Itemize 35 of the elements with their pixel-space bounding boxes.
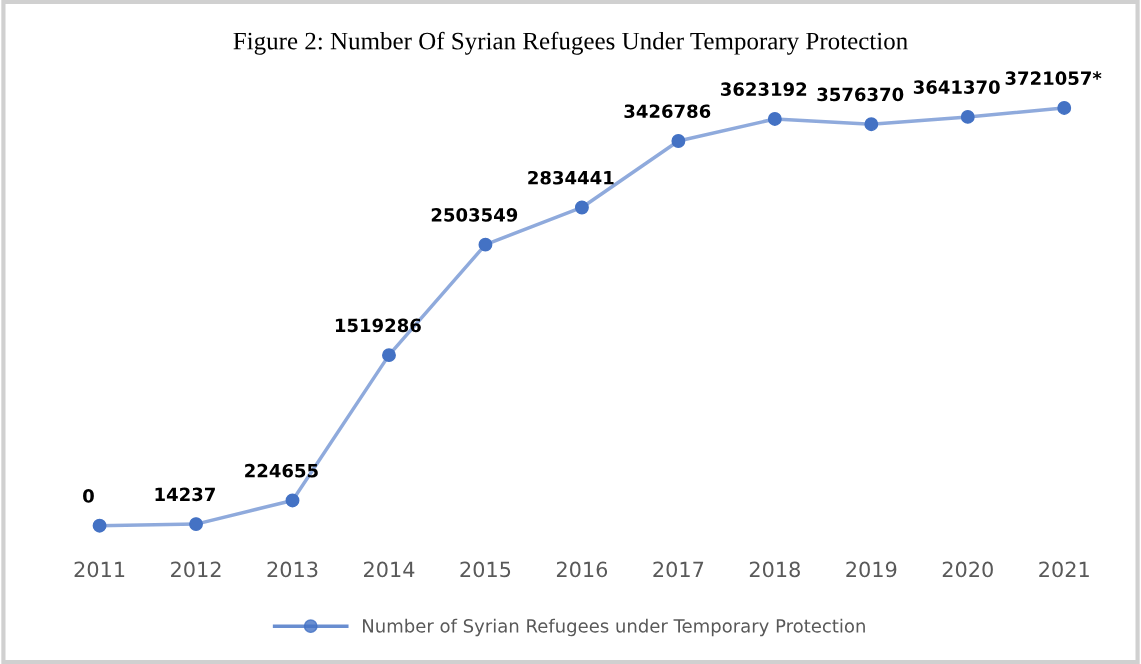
data-label: 3623192 — [720, 82, 807, 96]
data-label: 3426786 — [624, 104, 711, 119]
x-tick-label: 2018 — [749, 561, 800, 578]
chart-title: Figure 2: Number Of Syrian Refugees Under Temporary Protection — [233, 31, 908, 55]
data-label: 1519286 — [335, 318, 421, 333]
point — [189, 517, 203, 532]
x-tick-label: 2019 — [846, 561, 897, 578]
point — [478, 237, 493, 252]
data-label: 0 — [83, 489, 94, 503]
data-label: 3721057* — [1005, 71, 1102, 86]
point — [285, 493, 300, 508]
x-tick-label: 2011 — [74, 561, 125, 578]
point — [767, 111, 782, 126]
x-tick-label: 2020 — [942, 561, 993, 578]
x-tick-label: 2021 — [1039, 561, 1089, 578]
legend-label: Number of Syrian Refugees under Temporary Protection — [363, 618, 865, 637]
x-tick-label: 2017 — [653, 561, 704, 578]
point — [864, 117, 879, 132]
data-label: 2503549 — [431, 208, 518, 222]
data-label: 3641370 — [913, 80, 1000, 94]
point — [574, 200, 589, 215]
point — [671, 134, 686, 148]
point — [382, 348, 396, 363]
data-label: 224655 — [245, 463, 318, 478]
data-label: 3576370 — [817, 87, 904, 102]
data-label: 2834441 — [528, 170, 614, 185]
data-label: 14237 — [155, 487, 215, 502]
x-tick-label: 2013 — [267, 561, 318, 578]
point — [960, 109, 975, 124]
x-tick-label: 2016 — [556, 561, 608, 578]
x-tick-label: 2015 — [460, 561, 511, 578]
point — [1057, 101, 1072, 115]
x-tick-label: 2014 — [363, 561, 415, 578]
point — [92, 518, 107, 533]
x-tick-label: 2012 — [171, 561, 221, 578]
